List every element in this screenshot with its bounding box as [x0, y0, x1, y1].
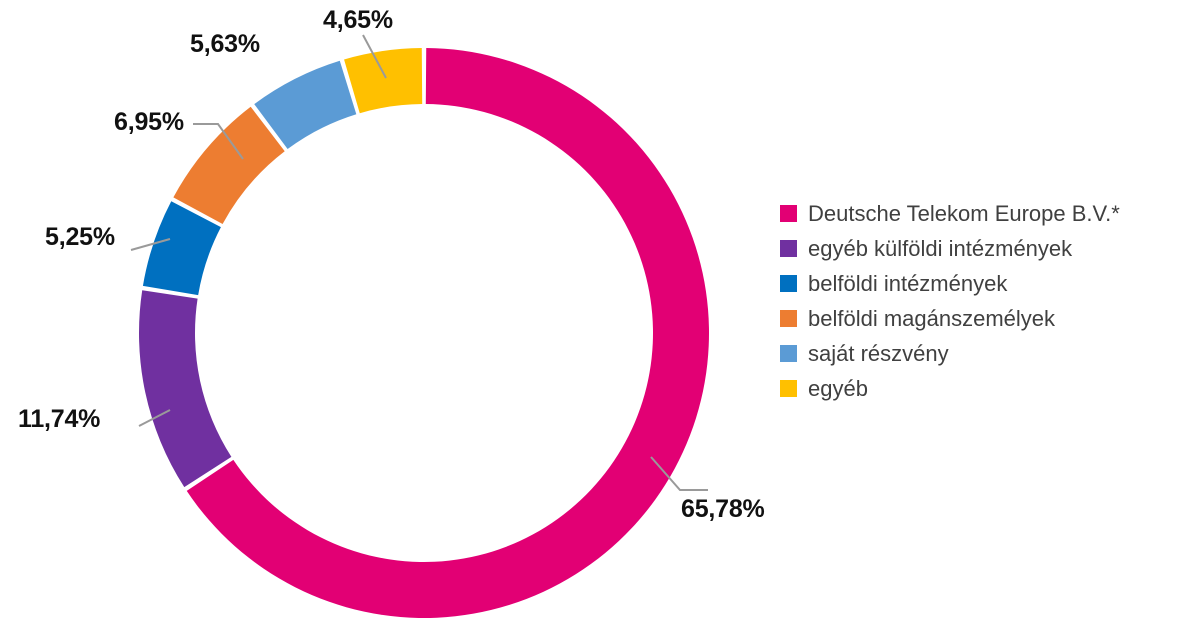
donut-slices	[139, 48, 710, 619]
legend-swatch-icon	[780, 205, 797, 222]
donut-slice[interactable]	[344, 48, 423, 114]
legend-swatch-icon	[780, 310, 797, 327]
legend-swatch-icon	[780, 240, 797, 257]
legend-swatch-icon	[780, 275, 797, 292]
donut-slice[interactable]	[254, 60, 357, 150]
leader-65-78	[650, 456, 708, 491]
leader-6-95	[193, 123, 244, 160]
donut-slice[interactable]	[173, 106, 285, 225]
donut-slice[interactable]	[142, 201, 221, 296]
leader-4-65	[362, 34, 387, 79]
leader-lines	[130, 34, 708, 491]
legend-item[interactable]: egyéb	[780, 371, 1180, 406]
legend-item[interactable]: egyéb külföldi intézmények	[780, 231, 1180, 266]
data-label: 5,63%	[190, 30, 260, 58]
donut-slice[interactable]	[139, 290, 232, 488]
legend-swatch-icon	[780, 345, 797, 362]
legend: Deutsche Telekom Europe B.V.* egyéb külfö…	[780, 196, 1180, 406]
legend-item-label: belföldi magánszemélyek	[808, 305, 1056, 331]
data-label: 11,74%	[18, 405, 101, 433]
legend-item[interactable]: Deutsche Telekom Europe B.V.*	[780, 196, 1180, 231]
legend-item-label: saját részvény	[808, 340, 949, 366]
data-label: 65,78%	[681, 495, 765, 523]
legend-item-label: Deutsche Telekom Europe B.V.*	[808, 200, 1120, 226]
data-label: 5,25%	[45, 223, 115, 251]
data-label: 4,65%	[323, 6, 393, 34]
legend-item[interactable]: belföldi magánszemélyek	[780, 301, 1180, 336]
legend-item[interactable]: saját részvény	[780, 336, 1180, 371]
leader-11-74	[138, 409, 171, 427]
legend-item[interactable]: belföldi intézmények	[780, 266, 1180, 301]
legend-swatch-icon	[780, 380, 797, 397]
legend-item-label: belföldi intézmények	[808, 270, 1008, 296]
leader-5-25	[130, 238, 171, 251]
legend-item-label: egyéb	[808, 375, 868, 401]
legend-item-label: egyéb külföldi intézmények	[808, 235, 1073, 261]
data-label: 6,95%	[114, 108, 184, 136]
